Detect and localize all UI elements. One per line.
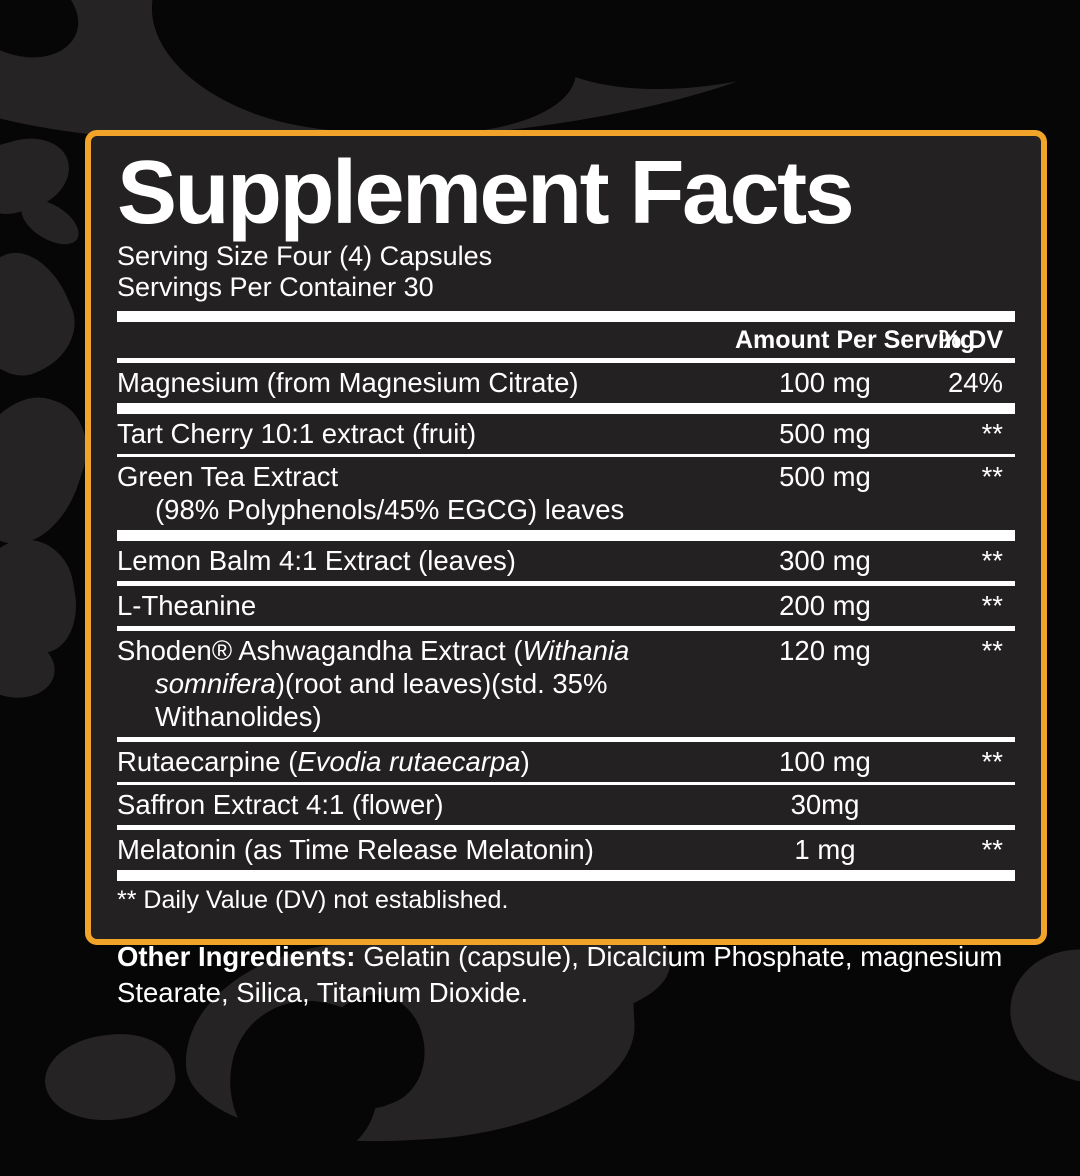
ingredient-amount: 1 mg xyxy=(794,834,856,865)
divider xyxy=(117,737,1015,742)
table-row-magnesium: Magnesium (from Magnesium Citrate) 100 m… xyxy=(117,363,1015,403)
table-header-row: Amount Per Serving % DV xyxy=(117,322,1015,358)
ingredient-name: Saffron Extract 4:1 (flower) xyxy=(117,789,444,820)
ingredient-name: Melatonin (as Time Release Melatonin) xyxy=(117,834,594,865)
divider xyxy=(117,626,1015,631)
table-row-ashwagandha: Shoden® Ashwagandha Extract (Withania so… xyxy=(117,631,1015,737)
daily-value-footnote: ** Daily Value (DV) not established. xyxy=(117,886,509,914)
ingredient-amount: 120 mg xyxy=(779,635,871,666)
supplement-facts-panel: Supplement Facts Serving Size Four (4) C… xyxy=(85,130,1047,1008)
ingredient-dv: ** xyxy=(981,545,1003,576)
percent-dv-header: % DV xyxy=(939,326,1003,354)
background-blob xyxy=(39,1026,181,1129)
divider xyxy=(117,311,1015,322)
divider xyxy=(117,358,1015,363)
ingredient-name-continuation: Withanolides) xyxy=(155,701,322,732)
other-ingredients-text: Gelatin (capsule), Dicalcium Phosphate, … xyxy=(117,941,1003,1008)
ingredient-name-line: Shoden® Ashwagandha Extract (Withania xyxy=(117,635,630,666)
ingredient-dv: ** xyxy=(981,635,1003,666)
table-row-melatonin: Melatonin (as Time Release Melatonin) 1 … xyxy=(117,830,1015,870)
table-row-lemon-balm: Lemon Balm 4:1 Extract (leaves) 300 mg *… xyxy=(117,541,1015,581)
ingredient-amount: 100 mg xyxy=(779,367,871,398)
ingredient-amount: 300 mg xyxy=(779,545,871,576)
ingredient-name: Rutaecarpine (Evodia rutaecarpa) xyxy=(117,746,530,777)
divider xyxy=(117,403,1015,414)
amount-per-serving-header: Amount Per Serving xyxy=(735,326,976,354)
ingredient-name: Green Tea Extract (98% Polyphenols/45% E… xyxy=(117,460,735,526)
ingredient-name: L-Theanine xyxy=(117,590,257,621)
other-ingredients: Other Ingredients: Gelatin (capsule), Dic… xyxy=(117,939,1015,1011)
ingredient-name-line: Green Tea Extract xyxy=(117,461,339,492)
background-blob xyxy=(0,238,90,392)
ingredient-dv: ** xyxy=(981,746,1003,777)
ingredient-dv: ** xyxy=(981,834,1003,865)
ingredient-amount: 30mg xyxy=(790,789,860,820)
ingredient-amount: 500 mg xyxy=(779,461,871,492)
ingredient-dv: ** xyxy=(981,418,1003,449)
servings-per-container-line: Servings Per Container 30 xyxy=(117,272,434,302)
ingredient-amount: 500 mg xyxy=(779,418,871,449)
table-row-l-theanine: L-Theanine 200 mg ** xyxy=(117,586,1015,626)
divider xyxy=(117,870,1015,881)
ingredient-name: Magnesium (from Magnesium Citrate) xyxy=(117,367,579,398)
ingredient-dv: 24% xyxy=(947,367,1003,398)
divider xyxy=(117,581,1015,586)
table-row-tart-cherry: Tart Cherry 10:1 extract (fruit) 500 mg … xyxy=(117,414,1015,454)
divider xyxy=(117,454,1015,457)
other-ingredients-label: Other Ingredients: xyxy=(117,941,356,972)
panel-title: Supplement Facts xyxy=(117,143,855,243)
ingredient-dv: ** xyxy=(981,590,1003,621)
ingredient-amount: 100 mg xyxy=(779,746,871,777)
table-row-saffron: Saffron Extract 4:1 (flower) 30mg xyxy=(117,785,1015,825)
ingredient-name-continuation: somnifera)(root and leaves)(std. 35% xyxy=(155,668,608,699)
ingredient-amount: 200 mg xyxy=(779,590,871,621)
ingredient-name-continuation: (98% Polyphenols/45% EGCG) leaves xyxy=(155,494,625,525)
divider xyxy=(117,825,1015,830)
ingredient-dv xyxy=(915,788,1015,821)
divider xyxy=(117,530,1015,541)
table-row-rutaecarpine: Rutaecarpine (Evodia rutaecarpa) 100 mg … xyxy=(117,742,1015,782)
ingredient-dv: ** xyxy=(981,461,1003,492)
page: { "label": { "title": "Supplement Facts"… xyxy=(0,0,1080,1152)
ingredient-name: Tart Cherry 10:1 extract (fruit) xyxy=(117,418,477,449)
table-row-green-tea: Green Tea Extract (98% Polyphenols/45% E… xyxy=(117,457,1015,530)
ingredient-name: Lemon Balm 4:1 Extract (leaves) xyxy=(117,545,516,576)
divider xyxy=(117,782,1015,785)
serving-size-line: Serving Size Four (4) Capsules xyxy=(117,241,493,271)
ingredient-name: Shoden® Ashwagandha Extract (Withania so… xyxy=(117,634,735,733)
